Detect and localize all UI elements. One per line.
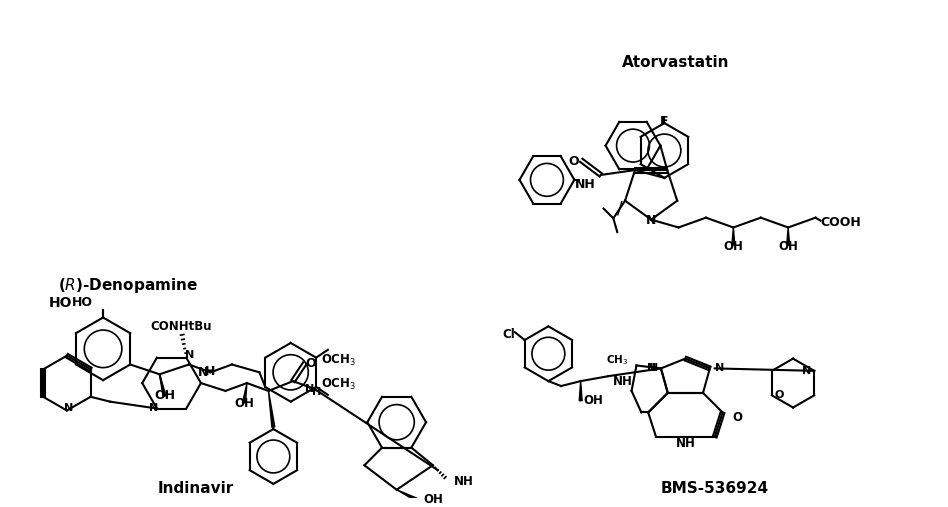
Text: COOH: COOH [820,216,861,229]
Text: CH$_3$: CH$_3$ [606,354,629,368]
Text: NH: NH [453,476,473,488]
Polygon shape [268,391,275,427]
Text: O: O [305,356,316,370]
Text: NH: NH [613,375,633,388]
Text: N: N [715,364,724,373]
Text: N: N [185,350,193,360]
Polygon shape [579,381,582,401]
Text: OH: OH [154,389,175,402]
Text: BMS-536924: BMS-536924 [661,481,769,496]
Text: OCH$_3$: OCH$_3$ [321,353,356,368]
Text: N: N [647,364,656,373]
Text: OH: OH [423,493,443,506]
Text: O: O [568,155,578,168]
Text: NH: NH [575,178,596,191]
Text: HO: HO [72,296,93,309]
Text: HO: HO [49,296,73,310]
Text: H: H [312,387,321,397]
Text: ($\it{R}$)-Denopamine: ($\it{R}$)-Denopamine [58,276,197,295]
Text: N: N [802,366,811,376]
Text: N: N [305,384,315,394]
Text: N: N [646,214,656,228]
Text: OH: OH [584,393,604,407]
Polygon shape [396,490,417,501]
Text: O: O [733,411,742,424]
Polygon shape [159,374,166,396]
Text: NH: NH [676,437,695,450]
Polygon shape [243,383,246,403]
Text: N: N [198,366,209,379]
Text: F: F [660,115,668,128]
Text: N: N [647,364,656,373]
Text: /: / [617,200,623,218]
Text: OH: OH [723,240,743,253]
Text: Cl: Cl [502,328,516,341]
Text: N: N [64,404,73,413]
Text: Indinavir: Indinavir [158,481,234,496]
Text: N: N [150,404,158,413]
Polygon shape [732,228,735,245]
Text: O: O [775,390,784,401]
Polygon shape [787,228,790,245]
Text: H: H [206,365,215,378]
Text: OCH$_3$: OCH$_3$ [321,377,356,392]
Text: Atorvastatin: Atorvastatin [622,55,729,69]
Text: H: H [649,364,657,373]
Text: CONHtBu: CONHtBu [151,320,212,334]
Text: OH: OH [234,397,254,411]
Text: OH: OH [778,240,798,253]
